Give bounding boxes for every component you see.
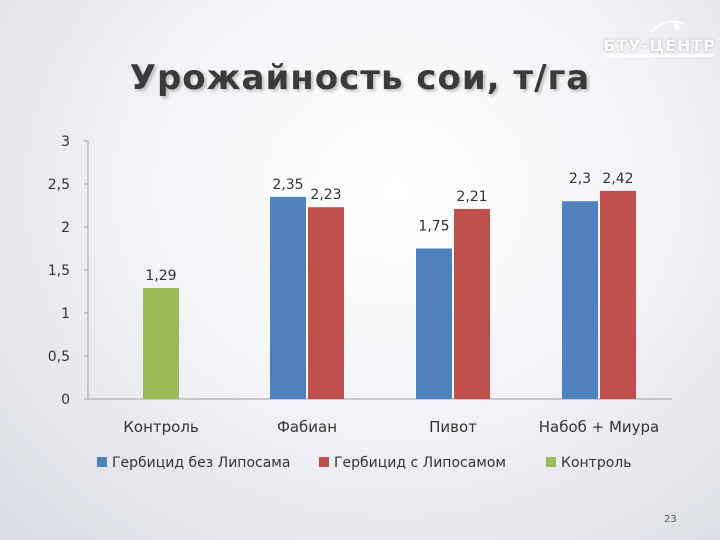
legend-label: Гербицид с Липосамом <box>334 455 506 471</box>
bar <box>416 248 452 399</box>
y-tick-label: 3 <box>61 134 70 150</box>
x-tick-label: Набоб + Миура <box>539 418 660 436</box>
logo-text: БТУ-ЦЕНТР <box>603 36 716 55</box>
logo-swoosh-icon <box>650 20 685 33</box>
legend-label: Гербицид без Липосама <box>112 455 290 471</box>
y-tick-label: 0 <box>61 392 70 408</box>
data-label: 2,21 <box>456 189 487 205</box>
y-tick-label: 0,5 <box>48 349 70 365</box>
y-tick-label: 2,5 <box>48 177 70 193</box>
legend-swatch <box>319 457 329 467</box>
legend-swatch <box>546 457 556 467</box>
legend-swatch <box>97 457 107 467</box>
y-tick-label: 1,5 <box>48 263 70 279</box>
data-label: 1,75 <box>418 219 449 235</box>
bar <box>270 196 306 399</box>
slide-title: Урожайность сои, т/га <box>129 58 591 98</box>
y-tick-label: 2 <box>61 220 70 236</box>
bar <box>562 201 598 399</box>
bar <box>454 208 490 399</box>
bar <box>308 207 344 399</box>
data-label: 2,42 <box>602 171 633 187</box>
x-tick-label: Фабиан <box>277 418 337 436</box>
data-label: 2,23 <box>310 187 341 203</box>
data-label: 2,3 <box>569 171 591 187</box>
page-number: 23 <box>664 514 677 525</box>
x-tick-label: Контроль <box>123 418 199 436</box>
bar <box>600 190 636 399</box>
legend-label: Контроль <box>561 455 631 471</box>
logo-underline <box>606 54 714 57</box>
y-tick-label: 1 <box>61 306 70 322</box>
x-tick-label: Пивот <box>429 418 477 436</box>
data-label: 2,35 <box>272 177 303 193</box>
data-label: 1,29 <box>145 268 176 284</box>
bar <box>143 288 179 399</box>
